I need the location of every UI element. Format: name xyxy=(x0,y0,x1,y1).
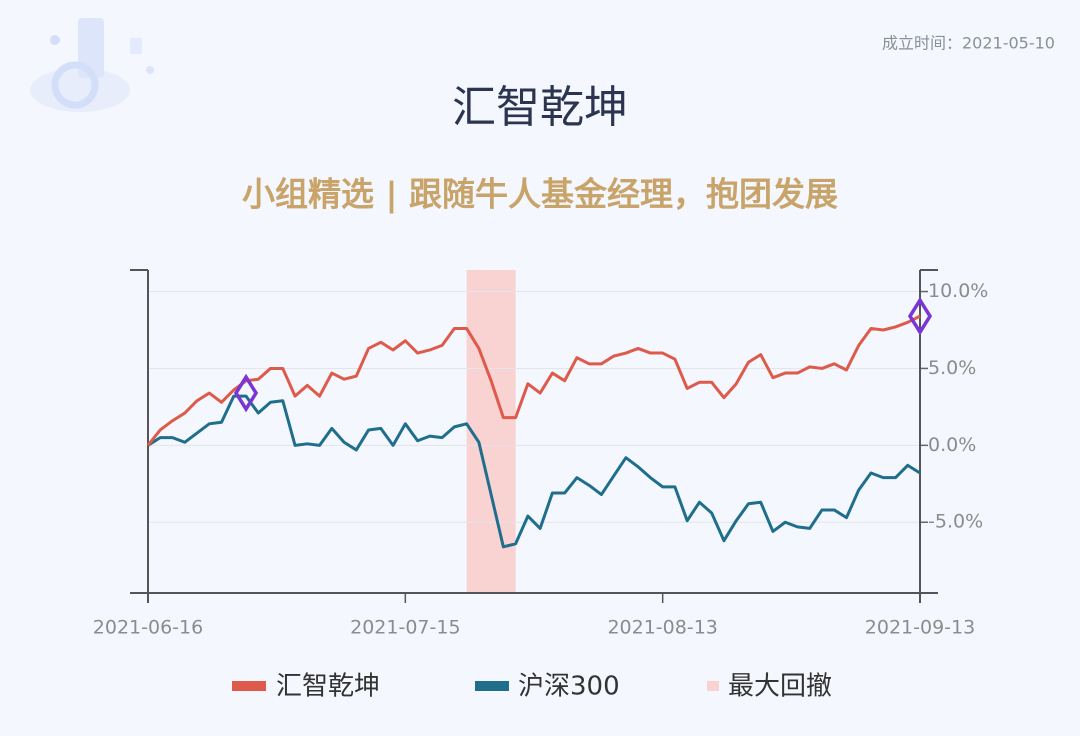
y-tick-label: 10.0% xyxy=(928,280,988,302)
series-line xyxy=(147,394,921,549)
marker xyxy=(907,296,933,336)
series-line xyxy=(146,314,921,447)
legend-swatch xyxy=(707,681,719,691)
y-tick-label: -5.0% xyxy=(928,511,983,533)
chart-subtitle: 小组精选 | 跟随牛人基金经理，抱团发展 xyxy=(242,175,838,214)
legend-swatch xyxy=(475,681,509,691)
legend-label: 最大回撤 xyxy=(728,672,832,702)
decor-icon xyxy=(30,18,154,112)
x-tick-label: 2021-07-15 xyxy=(350,617,460,639)
legend-label: 沪深300 xyxy=(518,672,620,702)
chart-title: 汇智乾坤 xyxy=(452,82,628,133)
drawdown-band xyxy=(466,270,516,593)
y-tick-label: 5.0% xyxy=(928,357,976,379)
x-tick-label: 2021-06-16 xyxy=(93,617,203,639)
y-tick-label: 0.0% xyxy=(928,434,976,456)
marker xyxy=(233,373,259,413)
x-tick-label: 2021-09-13 xyxy=(865,617,975,639)
legend-swatch xyxy=(232,681,266,691)
legend-label: 汇智乾坤 xyxy=(276,672,380,702)
founded-date: 成立时间：2021-05-10 xyxy=(882,34,1055,53)
x-tick-label: 2021-08-13 xyxy=(607,617,717,639)
